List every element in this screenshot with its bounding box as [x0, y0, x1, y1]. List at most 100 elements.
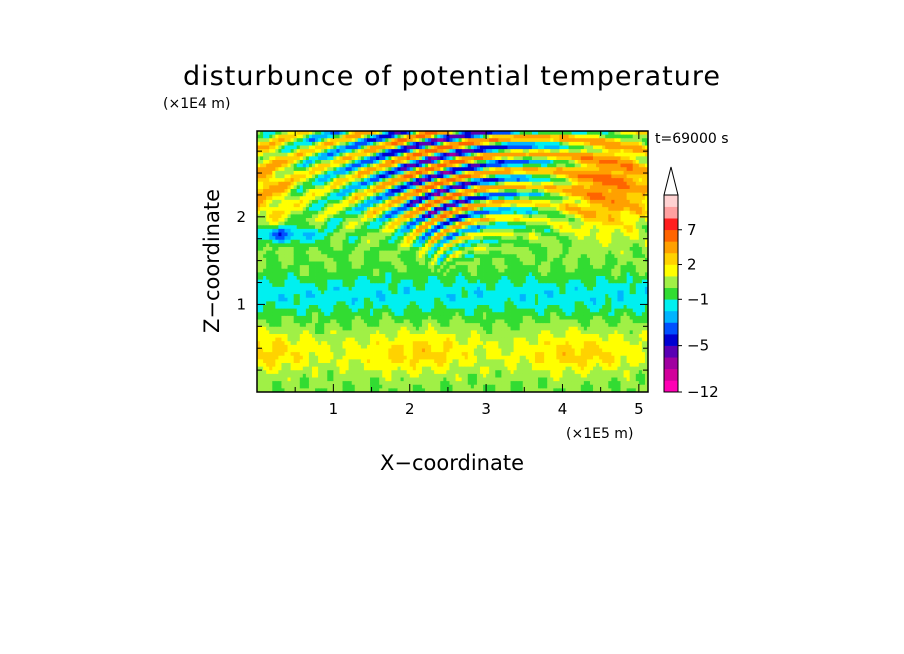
field-cell: [519, 174, 524, 179]
field-cell: [467, 232, 472, 237]
field-cell: [278, 192, 282, 197]
field-cell: [495, 170, 499, 175]
field-cell: [510, 214, 514, 219]
field-cell: [577, 181, 582, 186]
field-cell: [495, 189, 499, 194]
field-cell: [376, 156, 380, 161]
field-cell: [635, 138, 640, 143]
field-cell: [522, 174, 527, 179]
field-cell: [538, 225, 542, 230]
field-cell: [608, 257, 612, 262]
field-cell: [623, 167, 628, 172]
field-cell: [394, 199, 398, 204]
field-cell: [357, 196, 362, 201]
field-cell: [486, 160, 490, 165]
field-cell: [458, 174, 463, 179]
field-cell: [321, 254, 325, 259]
field-cell: [464, 254, 469, 259]
field-cell: [342, 214, 346, 219]
field-cell: [638, 257, 643, 262]
field-cell: [593, 218, 597, 223]
field-cell: [528, 160, 533, 165]
field-cell: [351, 247, 356, 252]
field-cell: [370, 268, 374, 273]
field-cell: [476, 160, 481, 165]
field-cell: [376, 221, 380, 226]
field-cell: [418, 145, 423, 150]
field-cell: [599, 207, 603, 212]
field-cell: [593, 268, 597, 273]
field-cell: [421, 257, 426, 262]
field-cell: [614, 181, 618, 186]
field-cell: [528, 225, 533, 230]
field-cell: [614, 145, 618, 150]
field-cell: [446, 156, 450, 161]
field-cell: [629, 254, 634, 259]
field-cell: [550, 196, 554, 201]
field-cell: [580, 250, 585, 255]
field-cell: [440, 131, 444, 136]
field-cell: [544, 192, 548, 197]
field-cell: [299, 141, 304, 146]
field-cell: [415, 174, 420, 179]
field-cell: [507, 210, 511, 215]
field-cell: [574, 268, 579, 273]
field-cell: [608, 247, 612, 252]
field-cell: [614, 257, 618, 262]
field-cell: [376, 145, 380, 150]
field-cell: [473, 196, 478, 201]
field-cell: [415, 152, 420, 157]
field-cell: [415, 199, 420, 204]
field-cell: [315, 170, 319, 175]
field-cell: [415, 141, 420, 146]
field-cell: [479, 138, 484, 143]
field-cell: [342, 236, 346, 241]
field-cell: [302, 196, 307, 201]
field-cell: [513, 265, 518, 270]
field-cell: [641, 218, 646, 223]
field-cell: [440, 210, 444, 215]
field-cell: [360, 189, 365, 194]
field-cell: [281, 174, 285, 179]
field-cell: [531, 257, 536, 262]
field-cell: [467, 265, 472, 270]
field-cell: [333, 210, 337, 215]
field-cell: [553, 178, 557, 183]
field-cell: [357, 214, 362, 219]
field-cell: [470, 192, 475, 197]
field-cell: [599, 134, 603, 139]
field-cell: [260, 239, 264, 244]
field-cell: [293, 250, 298, 255]
field-cell: [589, 185, 594, 190]
field-cell: [632, 207, 637, 212]
field-cell: [272, 167, 276, 172]
field-cell: [345, 239, 350, 244]
field-cell: [321, 167, 325, 172]
field-cell: [443, 225, 447, 230]
field-cell: [583, 196, 588, 201]
field-cell: [339, 257, 343, 262]
field-cell: [541, 167, 545, 172]
field-cell: [626, 199, 631, 204]
field-cell: [357, 199, 362, 204]
field-cell: [577, 170, 582, 175]
field-cell: [284, 152, 288, 157]
field-cell: [525, 214, 530, 219]
field-cell: [330, 167, 334, 172]
field-cell: [397, 145, 401, 150]
field-cell: [446, 236, 450, 241]
field-cell: [366, 218, 371, 223]
field-cell: [599, 214, 603, 219]
field-cell: [617, 160, 621, 165]
field-cell: [440, 149, 444, 154]
field-cell: [596, 236, 600, 241]
field-cell: [538, 239, 542, 244]
field-cell: [589, 167, 594, 172]
field-cell: [370, 265, 374, 270]
field-cell: [302, 254, 307, 259]
field-cell: [550, 257, 554, 262]
field-cell: [562, 239, 566, 244]
field-cell: [483, 170, 487, 175]
field-cell: [544, 145, 548, 150]
field-cell: [376, 261, 380, 266]
